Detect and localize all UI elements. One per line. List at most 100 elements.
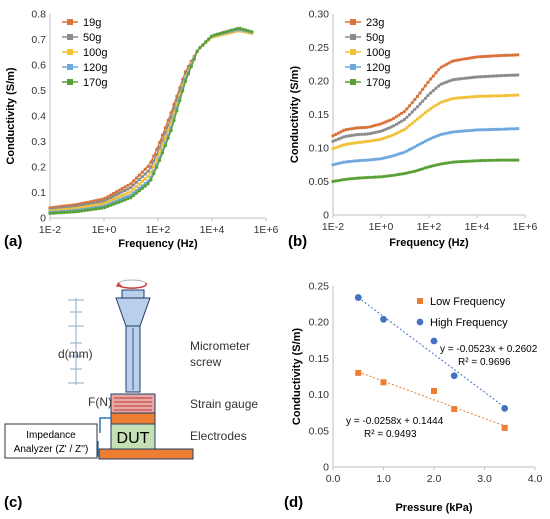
data-point bbox=[471, 159, 475, 163]
data-point bbox=[513, 73, 517, 77]
data-point bbox=[132, 191, 136, 195]
data-point bbox=[418, 102, 422, 106]
legend-label: 100g bbox=[366, 47, 390, 59]
data-point bbox=[114, 201, 118, 205]
data-point bbox=[402, 150, 406, 154]
legend-marker bbox=[67, 49, 73, 55]
data-point bbox=[378, 129, 383, 133]
data-point bbox=[463, 76, 467, 80]
data-point bbox=[91, 207, 95, 211]
data-point bbox=[513, 93, 517, 97]
data-point bbox=[83, 203, 87, 207]
data-point bbox=[481, 94, 486, 98]
data-point bbox=[88, 204, 92, 208]
data-point bbox=[455, 58, 459, 62]
data-point bbox=[423, 84, 427, 88]
data-point bbox=[94, 207, 98, 211]
data-point bbox=[384, 120, 388, 124]
data-point bbox=[331, 163, 335, 167]
data-point bbox=[342, 128, 346, 132]
data-point bbox=[437, 68, 441, 72]
data-point bbox=[334, 132, 338, 137]
impedance-analyzer: Impedance Analyzer (Z' / Z'') bbox=[4, 423, 98, 459]
y-tick-label: 0.10 bbox=[309, 389, 330, 401]
data-point bbox=[140, 179, 144, 183]
data-point bbox=[450, 372, 458, 380]
data-point bbox=[434, 163, 438, 167]
data-point bbox=[146, 174, 150, 178]
data-point bbox=[431, 74, 435, 78]
data-point bbox=[460, 129, 464, 133]
data-point bbox=[48, 211, 52, 215]
data-point bbox=[400, 129, 404, 133]
y-tick-label: 0.8 bbox=[31, 9, 46, 21]
data-point bbox=[368, 175, 372, 179]
data-point bbox=[126, 194, 130, 198]
data-point bbox=[360, 126, 364, 130]
data-point bbox=[481, 128, 486, 132]
data-point bbox=[163, 143, 167, 148]
data-point bbox=[129, 196, 133, 200]
data-point bbox=[155, 158, 159, 162]
data-point bbox=[437, 162, 441, 167]
data-point bbox=[137, 189, 141, 193]
data-point bbox=[458, 58, 462, 62]
data-point bbox=[183, 79, 188, 83]
data-point bbox=[352, 141, 356, 145]
data-point bbox=[397, 130, 401, 134]
data-point bbox=[137, 186, 141, 190]
data-point bbox=[178, 99, 182, 103]
data-point bbox=[140, 175, 144, 179]
data-point bbox=[386, 155, 390, 159]
data-point bbox=[392, 154, 396, 158]
panel-label-d: (d) bbox=[284, 494, 303, 511]
data-point bbox=[468, 76, 472, 80]
data-point bbox=[347, 177, 351, 181]
series-line-50g bbox=[49, 30, 253, 210]
data-point bbox=[505, 158, 509, 162]
data-point bbox=[442, 81, 446, 85]
data-point bbox=[166, 118, 170, 122]
data-point bbox=[450, 59, 454, 64]
data-point bbox=[400, 172, 404, 176]
data-point bbox=[510, 73, 515, 77]
data-point bbox=[111, 202, 115, 206]
y-tick-label: 0.05 bbox=[309, 176, 330, 188]
data-point bbox=[380, 379, 387, 386]
data-point bbox=[397, 113, 401, 117]
data-point bbox=[352, 176, 356, 181]
data-point bbox=[407, 113, 412, 117]
data-point bbox=[444, 161, 449, 165]
data-point bbox=[365, 158, 369, 162]
data-point bbox=[146, 164, 150, 168]
data-point bbox=[489, 127, 493, 132]
data-point bbox=[342, 135, 346, 139]
data-point bbox=[447, 98, 451, 102]
data-point bbox=[126, 197, 130, 201]
data-point bbox=[166, 123, 170, 127]
data-point bbox=[344, 160, 348, 164]
data-point bbox=[413, 145, 417, 149]
legend-label: 19g bbox=[83, 17, 101, 29]
data-point bbox=[481, 75, 486, 79]
data-point bbox=[444, 98, 449, 103]
data-point bbox=[397, 152, 401, 156]
data-point bbox=[473, 159, 478, 163]
y-tick-label: 0.10 bbox=[309, 143, 330, 155]
data-point bbox=[516, 73, 520, 77]
data-point bbox=[402, 128, 406, 132]
impedance-label-2: Analyzer (Z' / Z'') bbox=[14, 444, 89, 455]
data-point bbox=[230, 28, 234, 32]
rotation-arrow-icon bbox=[116, 279, 148, 289]
data-point bbox=[394, 115, 398, 119]
data-point bbox=[415, 117, 420, 121]
data-point bbox=[505, 73, 509, 77]
data-point bbox=[134, 176, 139, 180]
data-point bbox=[83, 205, 87, 209]
data-point bbox=[466, 56, 470, 61]
data-point bbox=[143, 177, 147, 181]
data-point bbox=[117, 188, 121, 192]
data-point bbox=[497, 158, 501, 162]
data-point bbox=[117, 191, 121, 195]
data-point bbox=[349, 159, 354, 163]
